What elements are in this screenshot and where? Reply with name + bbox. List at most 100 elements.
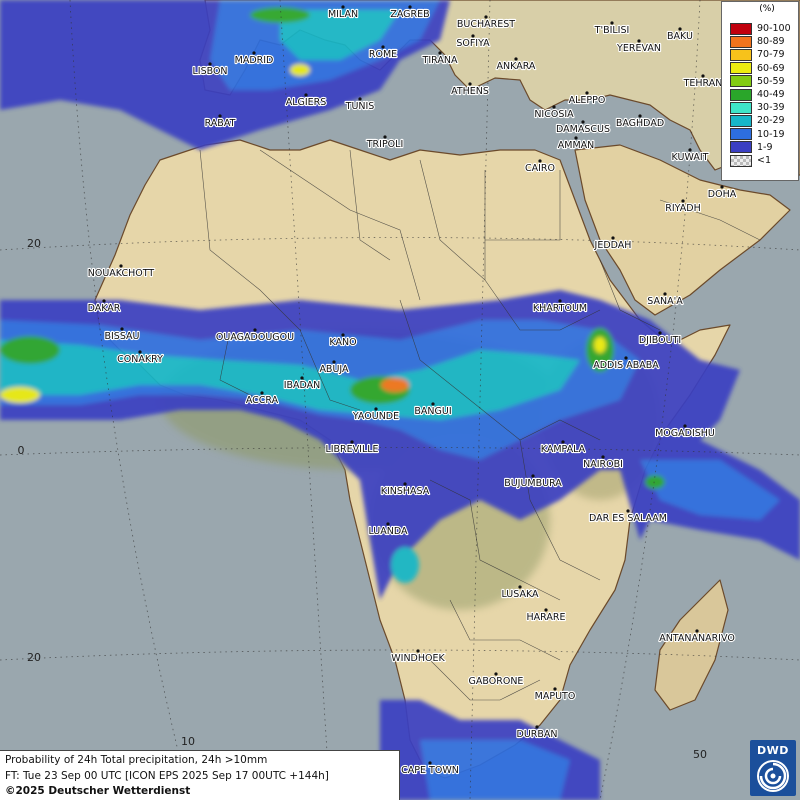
city-marker [610, 21, 614, 25]
city-label: BANGUI [414, 406, 451, 417]
city-label: KINSHASA [381, 486, 430, 497]
grid-label: 20 [27, 651, 41, 664]
city-label: KANO [329, 337, 356, 348]
legend-item: 20-29 [730, 114, 785, 127]
legend-item: 10-19 [730, 128, 785, 141]
city-label: ALEPPO [569, 95, 606, 106]
city-label: DAMASCUS [556, 124, 610, 135]
city-label: MAPUTO [535, 691, 576, 702]
city-marker [601, 455, 605, 459]
city-label: HARARE [527, 612, 566, 623]
city-marker [637, 39, 641, 43]
city-marker [574, 136, 578, 140]
legend-label: 10-19 [757, 128, 785, 140]
city-marker [381, 45, 385, 49]
city-marker [683, 424, 687, 428]
city-marker [260, 391, 264, 395]
city-label: ABUJA [319, 364, 349, 375]
legend-item: 90-100 [730, 22, 791, 35]
city-label: ATHENS [451, 86, 489, 97]
city-label: DAR ES SALAAM [589, 513, 667, 524]
legend-label: 80-89 [757, 36, 785, 48]
grid-label: 10 [181, 735, 195, 748]
city-label: ROME [369, 49, 397, 60]
legend-label: 30-39 [757, 102, 785, 114]
legend-item: 40-49 [730, 88, 785, 101]
city-label: YAOUNDE [352, 411, 399, 422]
legend-item: 30-39 [730, 101, 785, 114]
legend-swatch [730, 62, 752, 75]
dwd-logo: DWD [750, 740, 796, 796]
city-marker [253, 328, 257, 332]
city-marker [484, 15, 488, 19]
legend-item: 70-79 [730, 48, 785, 61]
city-marker [553, 687, 557, 691]
city-marker [695, 629, 699, 633]
city-marker [252, 51, 256, 55]
city-label: RABAT [205, 118, 236, 129]
city-marker [304, 93, 308, 97]
legend-item: <1 [730, 154, 771, 167]
city-marker [581, 120, 585, 124]
city-marker [468, 82, 472, 86]
land-arabia [574, 144, 791, 316]
city-label: ACCRA [246, 395, 279, 406]
legend-label: 40-49 [757, 89, 785, 100]
city-marker [119, 264, 123, 268]
city-label: T'BILISI [594, 25, 630, 36]
city-label: LUANDA [368, 526, 408, 537]
city-label: TEHRAN [683, 78, 723, 89]
city-label: AMMAN [558, 140, 595, 151]
legend-swatch [730, 88, 752, 101]
city-label: JEDDAH [594, 240, 632, 251]
legend-label: 20-29 [757, 115, 785, 127]
city-marker [701, 74, 705, 78]
city-marker [561, 440, 565, 444]
city-label: GABORONE [469, 676, 524, 687]
city-marker [611, 236, 615, 240]
legend-swatch [730, 154, 752, 167]
city-marker [494, 672, 498, 676]
city-marker [688, 148, 692, 152]
legend-swatch [730, 128, 752, 141]
city-marker [535, 725, 539, 729]
city-marker [208, 62, 212, 66]
city-marker [431, 402, 435, 406]
city-label: BAKU [667, 31, 693, 42]
legend-item: 50-59 [730, 75, 785, 88]
legend-item: 60-69 [730, 62, 785, 75]
city-marker [374, 407, 378, 411]
city-label: DJIBOUTI [639, 335, 681, 346]
legend-swatch [730, 22, 752, 35]
legend-label: 1-9 [757, 141, 773, 153]
city-label: OUAGADOUGOU [216, 332, 294, 343]
city-marker [558, 299, 562, 303]
city-label: LISBON [192, 66, 227, 77]
city-labels: MILAN ZAGREB BUCHAREST SOFIYA ROME TIRANA ANKA… [86, 5, 738, 777]
city-marker [518, 585, 522, 589]
city-marker [681, 199, 685, 203]
city-label: TUNIS [345, 101, 375, 112]
city-label: MADRID [235, 55, 274, 66]
city-label: KAMPALA [541, 444, 586, 455]
city-marker [585, 91, 589, 95]
city-label: NOUAKCHOTT [88, 268, 155, 279]
legend: (%) 90-100 80-89 70-79 60-69 50-59 40-49 30-39… [721, 1, 799, 181]
city-label: TRIPOLI [366, 139, 404, 150]
city-label: MILAN [328, 9, 358, 20]
city-marker [471, 34, 475, 38]
city-label: ADDIS ABABA [593, 360, 659, 371]
borders-layer [199, 149, 761, 701]
city-marker [544, 608, 548, 612]
city-marker [531, 474, 535, 478]
city-marker [438, 51, 442, 55]
city-label: NAIROBI [583, 459, 623, 470]
city-marker [332, 360, 336, 364]
city-marker [138, 350, 142, 354]
legend-label: 50-59 [757, 75, 785, 87]
city-label: RIYADH [665, 203, 700, 214]
city-marker [638, 114, 642, 118]
city-marker [408, 5, 412, 9]
